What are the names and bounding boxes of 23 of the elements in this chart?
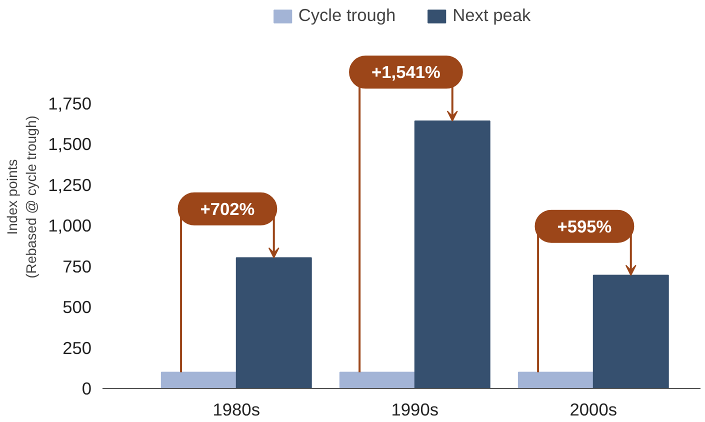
bar [414,120,490,388]
y-tick-label: 0 [82,378,92,398]
x-tick-label: 2000s [570,400,618,420]
bar [339,372,416,388]
legend-label: Cycle trough [298,5,396,26]
legend-label: Next peak [452,5,531,26]
y-tick-label: 1,000 [48,216,92,236]
annotation: +702% [200,198,255,219]
annotation: +1,541% [372,62,440,82]
bar [518,372,594,388]
x-tick-label: 1980s [212,400,260,420]
x-tick-label: 1990s [391,400,439,420]
bar [592,274,669,388]
y-tick-label: 500 [62,297,92,318]
bar [236,257,312,388]
annotation: +595% [557,216,612,236]
y-tick-label: 1,750 [48,93,92,114]
bar [160,372,237,388]
y-tick-label: 250 [62,338,92,358]
y-tick-label: 750 [62,256,92,276]
y-tick-label: 1,250 [48,174,92,195]
y-axis-title: Index points (Rebased @ cycle trough) [4,116,40,278]
y-tick-label: 1,500 [48,134,92,154]
